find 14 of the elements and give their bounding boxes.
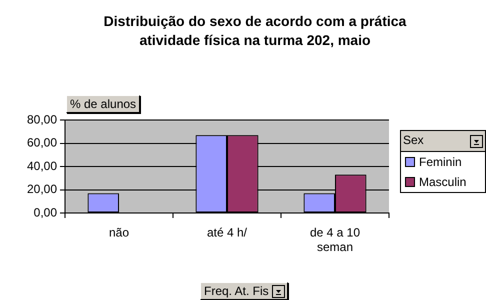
y-axis-title: % de alunos bbox=[66, 95, 140, 113]
y-tick-label: 0,00 bbox=[34, 205, 58, 220]
x-tick-label: não bbox=[108, 226, 130, 240]
legend-title: Sex bbox=[401, 131, 485, 152]
y-tick-label: 60,00 bbox=[26, 136, 58, 150]
legend-label: Feminin bbox=[419, 155, 462, 169]
y-tick-label: 20,00 bbox=[26, 182, 58, 196]
chart-title: Distribuição do sexo de acordo com a prática atividade física na turma 202, maio bbox=[102, 12, 408, 50]
legend-label: Masculin bbox=[419, 175, 466, 189]
y-tick-label: 40,00 bbox=[26, 158, 58, 173]
x-axis-title: Freq. At. Fis bbox=[200, 282, 288, 300]
x-tick-label: de 4 a 10 seman bbox=[310, 226, 360, 254]
x-tick-label: até 4 h/ bbox=[206, 226, 248, 240]
y-tick-label: 80,00 bbox=[26, 112, 58, 126]
